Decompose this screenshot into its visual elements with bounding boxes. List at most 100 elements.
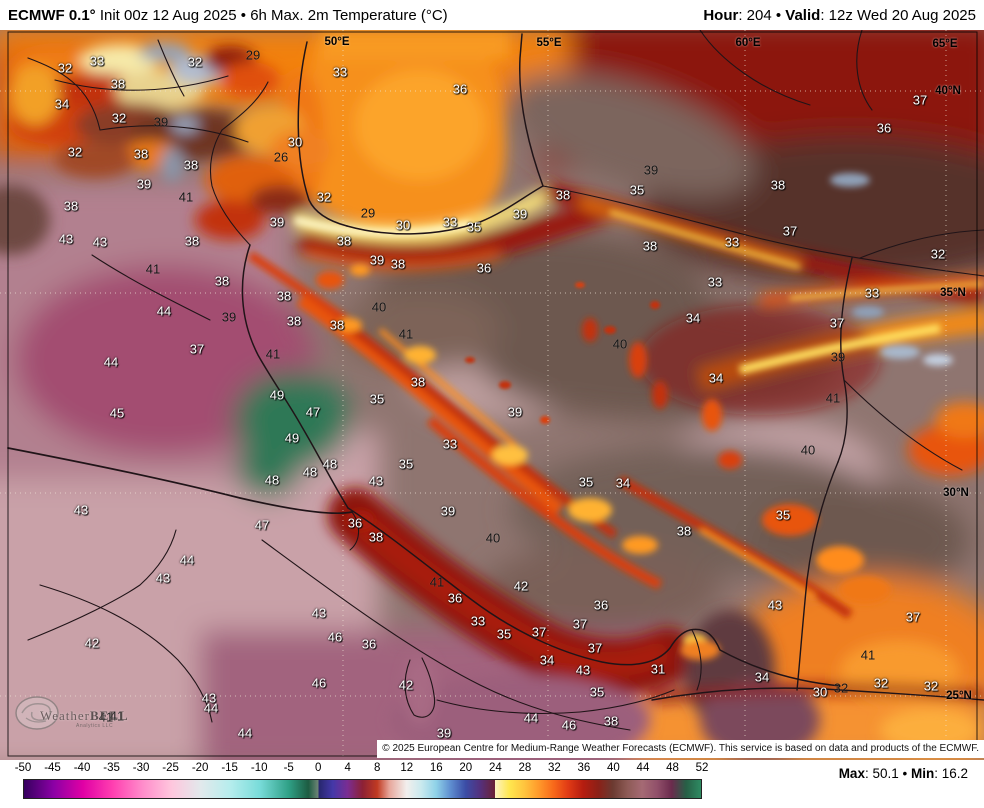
temp-label: 43 [368,473,384,489]
temp-label: 44 [156,303,172,319]
temp-label: 35 [578,474,594,490]
temp-label: 38 [642,238,658,254]
graticule-label: 35°N [940,287,966,299]
hour-value: : 204 • [738,6,786,24]
temp-label: 43 [575,662,591,678]
min-value: : 16.2 [934,766,968,781]
temp-label: 43 [73,502,89,518]
temp-label: 33 [332,64,348,80]
temp-label: 30 [395,217,411,233]
weatherbell-wordmark: WeatherBELL [40,708,129,723]
temp-label: 38 [555,187,571,203]
temp-label: 40 [485,530,501,546]
temp-label: 38 [133,146,149,162]
temp-label: 33 [470,613,486,629]
valid-value: : 12z Wed 20 Aug 2025 [820,6,976,24]
temp-label: 32 [187,54,203,70]
colorbar-tick: -25 [162,762,179,774]
temp-label: 35 [398,456,414,472]
temp-label: 41 [109,708,125,724]
temp-label: 39 [369,252,385,268]
temp-label: 40 [612,336,628,352]
temp-label: 32 [111,110,127,126]
temp-label: 38 [183,157,199,173]
graticule-label: 55°E [536,37,562,49]
temp-label: 37 [782,223,798,239]
colorbar-tick: 32 [547,762,561,774]
colorbar-tick: 44 [636,762,650,774]
temp-label: 34 [539,652,555,668]
temp-label: 48 [322,456,338,472]
graticule-label: 30°N [943,487,969,499]
temp-label: 39 [136,176,152,192]
temp-label: 34 [708,370,724,386]
temp-label: 39 [269,214,285,230]
temp-label: 49 [284,430,300,446]
header-bar: ECMWF 0.1° Init 00z 12 Aug 2025 • 6h Max… [0,0,984,30]
temp-label: 37 [912,92,928,108]
temp-label: 32 [873,675,889,691]
min-label: Min [910,766,935,781]
temp-label: 37 [905,609,921,625]
temp-label: 46 [311,675,327,691]
colorbar-tick: 48 [666,762,679,774]
temp-label: 35 [369,391,385,407]
temp-label: 35 [466,219,482,235]
temp-label: 43 [92,234,108,250]
graticule-label: 65°E [932,38,958,50]
temp-label: 32 [833,680,849,696]
temp-label: 41 [98,709,114,725]
temp-label: 39 [830,349,846,365]
temp-label: 32 [67,144,83,160]
temp-label: 47 [254,517,270,533]
colorbar-tick-labels: -50 -45 -40 -35 -30 -25 -20 -15 -10 -5 0 4 8 12 16 20 24… [15,762,709,776]
temp-label: 42 [398,677,414,693]
temp-label: 29 [245,47,261,63]
temp-label: 41 [429,574,445,590]
colorbar-tick: 52 [695,762,709,774]
colorbar [23,779,702,799]
model-name: ECMWF 0.1° [8,6,96,24]
init-and-parameter: Init 00z 12 Aug 2025 • 6h Max. 2m Temper… [95,6,448,24]
footer: -50 -45 -40 -35 -30 -25 -20 -15 -10 -5 0 4 8 12 16 20 24… [0,760,984,808]
hour-label: Hour [703,6,739,24]
temp-label: 37 [587,640,603,656]
temp-label: 36 [876,120,892,136]
colorbar-tick: 28 [518,762,532,774]
temp-label: 31 [650,661,666,677]
temp-label: 35 [589,684,605,700]
colorbar-tick: 24 [488,762,502,774]
temp-label: 44 [203,700,219,716]
graticule-label: 50°E [324,36,350,48]
temp-label: 37 [531,624,547,640]
temp-label: 33 [707,274,723,290]
product-title: ECMWF 0.1° Init 00z 12 Aug 2025 • 6h Max… [8,7,448,24]
temp-label: 41 [860,647,876,663]
temp-label: 41 [398,326,414,342]
temp-label: 34 [54,96,70,112]
temp-label: 47 [305,404,321,420]
temp-label: 40 [371,299,387,315]
temp-label: 49 [269,387,285,403]
temp-label: 38 [286,313,302,329]
temp-label: 43 [767,597,783,613]
temp-label: 42 [84,635,100,651]
temp-label: 44 [179,552,195,568]
temp-label: 30 [812,684,828,700]
temp-label: 48 [264,472,280,488]
valid-time: Hour: 204 • Valid: 12z Wed 20 Aug 2025 [703,7,976,24]
valid-label: Valid [785,6,821,24]
temp-label: 38 [276,288,292,304]
temperature-field-raster [0,30,984,760]
temp-label: 37 [572,616,588,632]
temp-label: 38 [329,317,345,333]
temp-label: 38 [110,76,126,92]
temp-label: 34 [754,669,770,685]
graticule-label: 25°N [946,690,972,702]
weatherbell-swirl-icon [15,696,59,730]
temp-label: 46 [327,629,343,645]
graticule-label: 40°N [935,85,961,97]
temp-label: 35 [775,507,791,523]
temp-label: 36 [447,590,463,606]
